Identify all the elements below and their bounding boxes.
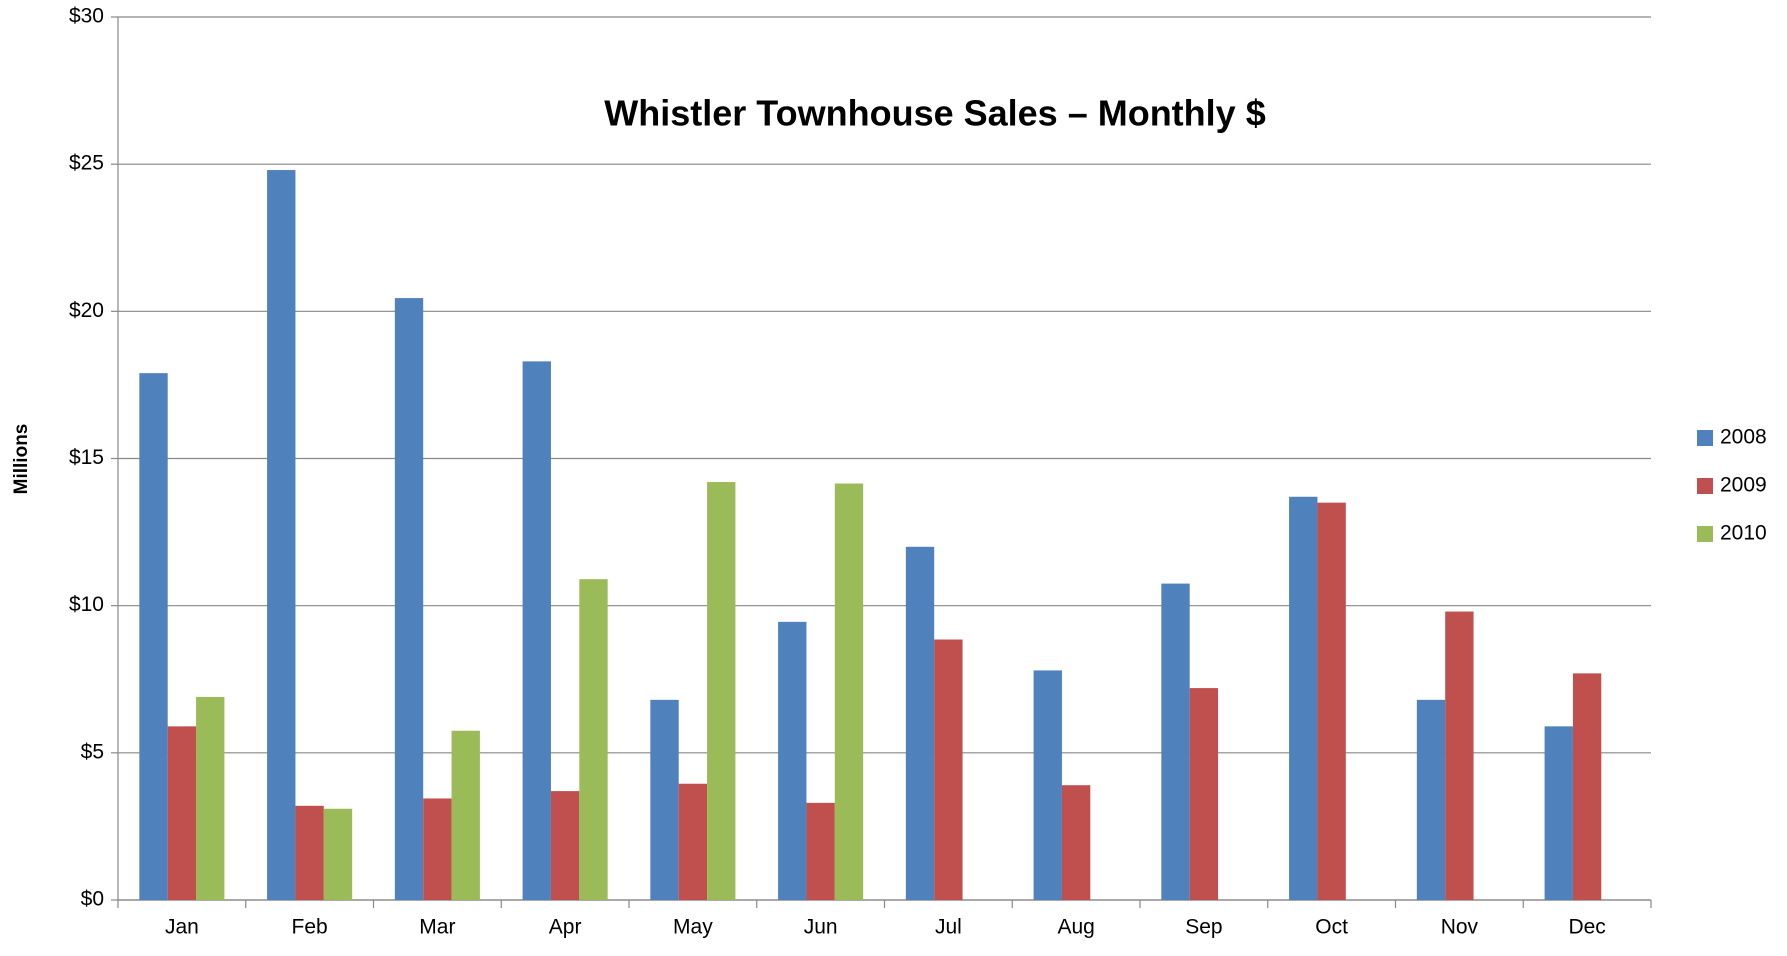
- bar: [806, 802, 835, 900]
- legend-swatch: [1697, 526, 1713, 542]
- bar: [139, 373, 168, 901]
- bar: [1317, 502, 1346, 900]
- x-tick-label: Apr: [549, 916, 582, 939]
- legend-label: 2008: [1720, 426, 1767, 449]
- x-tick-label: Feb: [292, 916, 328, 939]
- bar: [834, 483, 864, 900]
- legend-swatch: [1697, 478, 1713, 494]
- bar: [451, 730, 480, 900]
- bar: [579, 579, 608, 900]
- y-axis-label: Millions: [11, 424, 32, 495]
- bar: [1289, 496, 1318, 900]
- x-tick-label: May: [673, 916, 713, 939]
- bar: [1572, 673, 1602, 900]
- y-tick-label: $5: [81, 740, 104, 763]
- x-tick-label: Jul: [935, 916, 962, 939]
- legend-label: 2010: [1720, 522, 1767, 545]
- y-tick-label: $30: [69, 5, 104, 28]
- x-tick-label: Sep: [1185, 916, 1222, 939]
- bar: [267, 170, 296, 900]
- legend-label: 2009: [1720, 474, 1767, 497]
- x-tick-label: Oct: [1315, 916, 1348, 939]
- bar: [1061, 785, 1091, 900]
- bar: [707, 482, 736, 900]
- x-tick-label: Mar: [419, 916, 455, 939]
- x-tick-label: Jun: [804, 916, 838, 939]
- x-tick-label: Aug: [1057, 916, 1094, 939]
- bar: [1033, 670, 1062, 900]
- y-tick-label: $20: [69, 299, 104, 322]
- y-tick-label: $0: [81, 888, 104, 911]
- y-tick-label: $10: [69, 593, 104, 616]
- bar: [778, 621, 807, 900]
- bar: [1445, 611, 1474, 900]
- bar: [323, 808, 353, 900]
- bar: [1189, 688, 1219, 900]
- bar: [550, 791, 580, 900]
- legend-swatch: [1697, 430, 1713, 446]
- bar: [196, 696, 225, 900]
- x-tick-label: Nov: [1441, 916, 1479, 939]
- bar: [423, 798, 452, 900]
- bar: [934, 639, 963, 900]
- bar: [678, 783, 708, 900]
- chart-title: Whistler Townhouse Sales – Monthly $: [604, 93, 1265, 134]
- bar: [522, 361, 551, 900]
- x-tick-label: Jan: [165, 916, 199, 939]
- bar: [394, 298, 424, 900]
- y-tick-label: $25: [69, 152, 104, 175]
- bar: [1416, 699, 1446, 900]
- x-tick-label: Dec: [1568, 916, 1605, 939]
- bar: [1544, 726, 1573, 900]
- y-tick-label: $15: [69, 446, 104, 469]
- bar: [650, 699, 679, 900]
- bar: [905, 546, 935, 900]
- bar: [167, 726, 197, 900]
- bar: [1161, 583, 1190, 900]
- bar: [295, 805, 324, 900]
